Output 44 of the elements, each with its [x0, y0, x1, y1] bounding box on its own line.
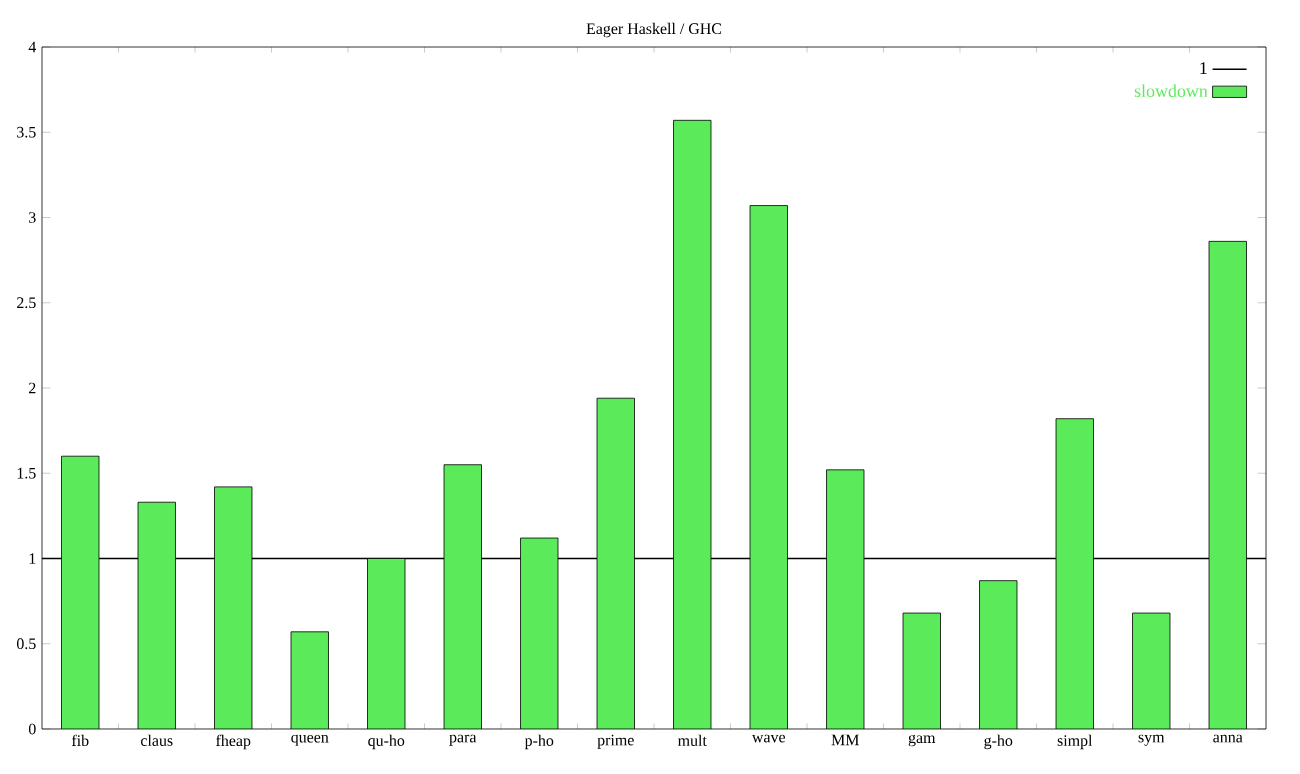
legend-label: 1 — [1200, 62, 1207, 75]
x-tick-label: mult — [677, 734, 707, 746]
x-tick-label: g-ho — [984, 734, 1013, 750]
bar — [214, 486, 253, 729]
x-tick-label: queen — [291, 734, 329, 746]
bar — [520, 537, 559, 729]
y-tick-label: 0.5 — [16, 638, 36, 650]
legend-label: slowdown — [1134, 84, 1208, 98]
x-tick-label: gam — [908, 734, 936, 747]
y-tick-label: 0 — [28, 723, 36, 735]
x-tick-label: fib — [71, 734, 89, 747]
x-tick-label: fheap — [216, 734, 251, 750]
x-tick-label: claus — [140, 734, 173, 746]
bar — [61, 455, 100, 729]
bar — [749, 205, 788, 729]
bar — [290, 631, 329, 729]
bar — [1132, 612, 1171, 729]
x-tick-label: sym — [1138, 734, 1165, 746]
x-tick-label: MM — [831, 734, 859, 746]
bar — [902, 612, 941, 729]
x-tick-label: anna — [1213, 734, 1243, 743]
y-tick-label: 2 — [29, 382, 36, 394]
bar — [1208, 240, 1247, 729]
x-tick-label: p-ho — [524, 734, 554, 750]
bar — [979, 580, 1018, 729]
y-tick-label: 2.5 — [17, 297, 36, 309]
x-tick-label: simpl — [1057, 734, 1093, 750]
y-tick-label: 3.5 — [17, 126, 36, 138]
y-tick-label: 3 — [29, 212, 36, 223]
x-tick-label: prime — [597, 734, 634, 749]
bar — [367, 558, 406, 729]
bar — [826, 469, 865, 729]
x-tick-label: para — [449, 734, 477, 746]
x-tick-label: qu-ho — [368, 734, 405, 750]
chart-title: Eager Haskell / GHC — [586, 22, 722, 38]
bar — [1055, 418, 1094, 729]
y-tick-label: 4 — [28, 41, 37, 53]
bar — [596, 397, 635, 729]
bar — [443, 464, 482, 729]
y-tick-label: 1.5 — [17, 467, 36, 479]
bar — [673, 119, 712, 729]
y-tick-label: 1 — [29, 553, 36, 564]
x-tick-label: wave — [751, 734, 786, 743]
bar — [137, 501, 176, 729]
